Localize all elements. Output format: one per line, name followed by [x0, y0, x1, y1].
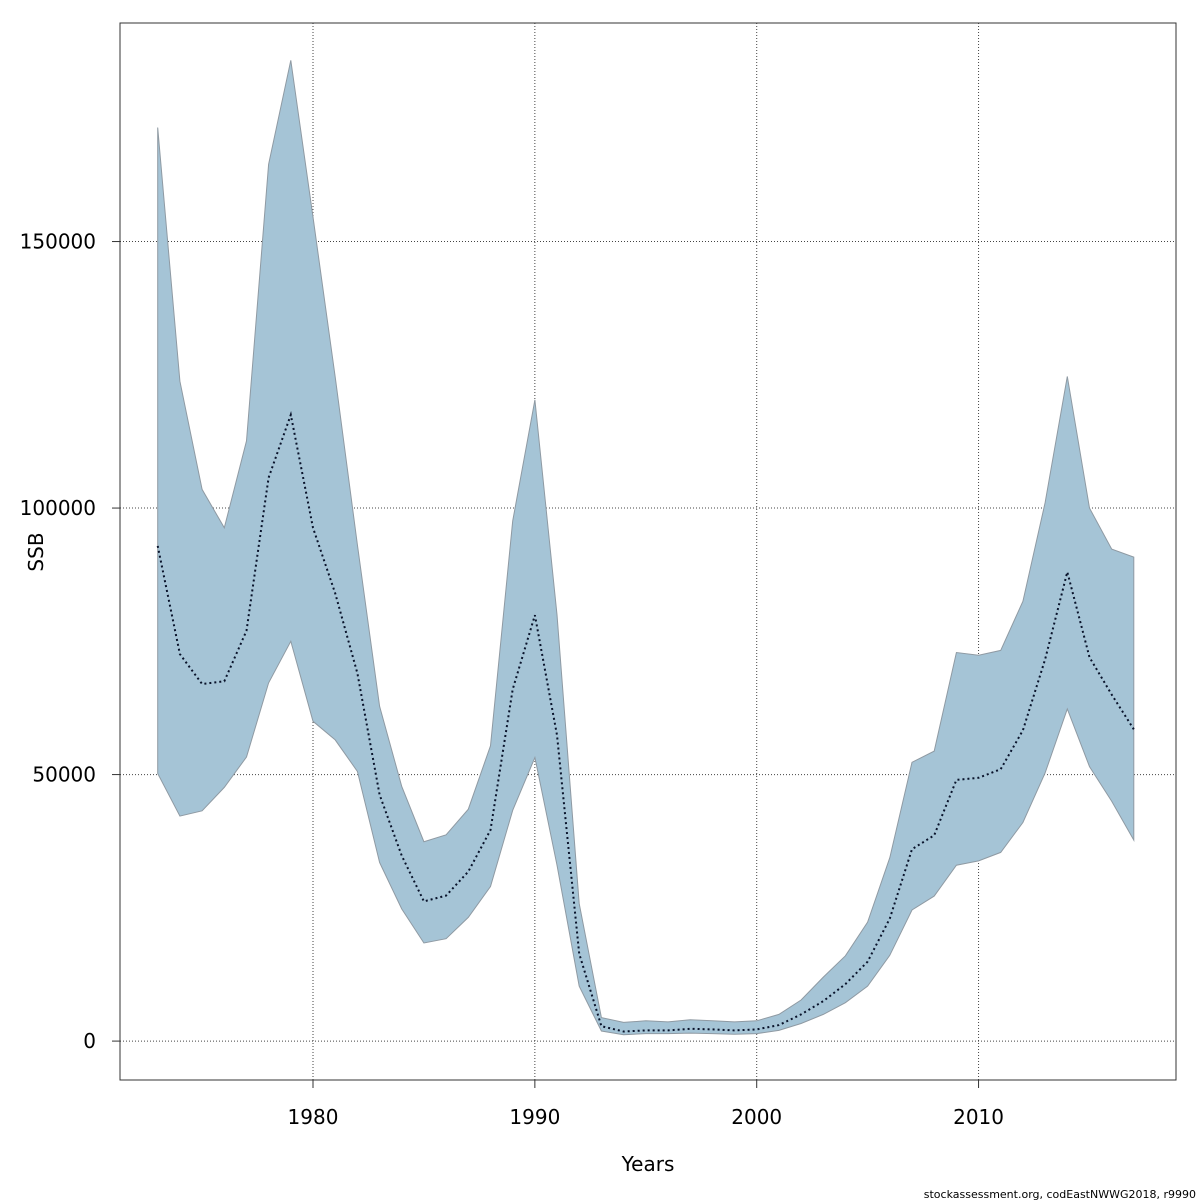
x-tick-label: 2010 [953, 1105, 1004, 1129]
y-axis: 0 50000 100000 150000 [20, 230, 120, 1053]
x-tick-label: 2000 [731, 1105, 782, 1129]
y-tick-label: 150000 [20, 230, 96, 254]
confidence-band [157, 60, 1135, 1036]
plot-frame [119, 22, 1177, 1081]
footer-credit: stockassessment.org, codEastNWWG2018, r9… [924, 1188, 1196, 1200]
x-tick-label: 1980 [288, 1105, 339, 1129]
y-axis-title: SSB [24, 532, 48, 571]
y-tick-label: 0 [83, 1029, 96, 1053]
x-axis-title: Years [621, 1152, 675, 1176]
x-axis: 1980 1990 2000 2010 [288, 1080, 1004, 1129]
y-tick-label: 100000 [20, 496, 96, 520]
x-tick-label: 1990 [509, 1105, 560, 1129]
y-tick-label: 50000 [32, 763, 96, 787]
